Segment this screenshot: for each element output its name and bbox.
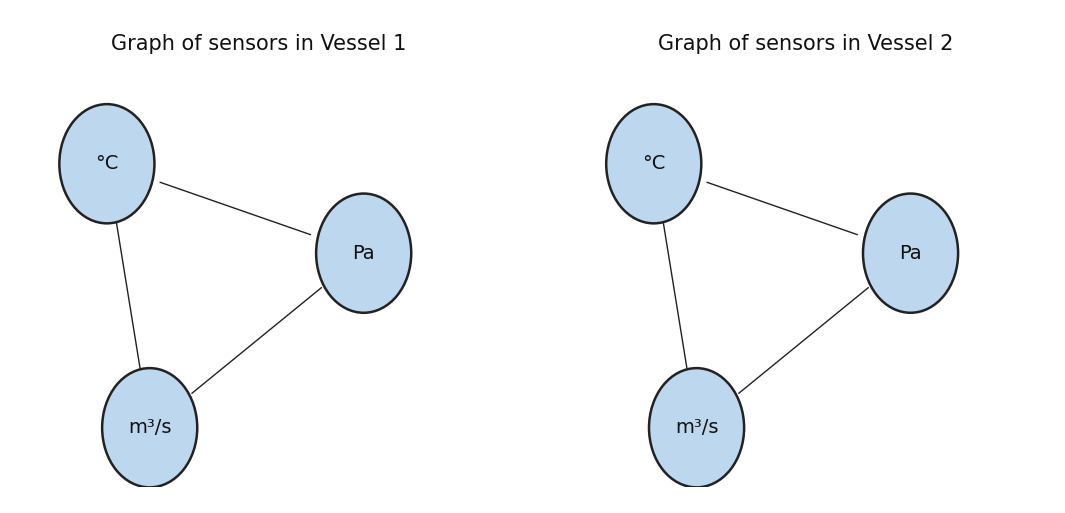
Ellipse shape (60, 104, 154, 223)
Ellipse shape (863, 193, 958, 313)
Title: Graph of sensors in Vessel 1: Graph of sensors in Vessel 1 (112, 34, 407, 54)
Text: Pa: Pa (353, 244, 375, 263)
Ellipse shape (102, 368, 197, 487)
Ellipse shape (606, 104, 702, 223)
Title: Graph of sensors in Vessel 2: Graph of sensors in Vessel 2 (658, 34, 953, 54)
Text: m³/s: m³/s (675, 418, 718, 437)
Ellipse shape (649, 368, 744, 487)
Text: m³/s: m³/s (128, 418, 171, 437)
Text: Pa: Pa (899, 244, 922, 263)
Text: °C: °C (95, 154, 118, 173)
Text: °C: °C (642, 154, 666, 173)
Ellipse shape (316, 193, 411, 313)
